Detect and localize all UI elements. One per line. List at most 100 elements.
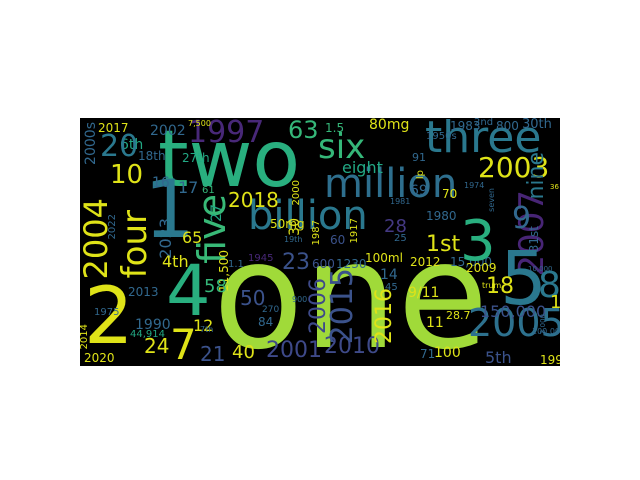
cloud-word: 150,000: [480, 302, 547, 321]
cloud-word: 2: [84, 272, 134, 362]
cloud-word: 1.1: [228, 259, 244, 270]
cloud-word: 10: [110, 160, 144, 190]
cloud-word: 1980: [426, 209, 457, 223]
cloud-word: Ip: [415, 170, 426, 180]
cloud-word: 4: [166, 250, 211, 332]
cloud-word: 2022: [107, 214, 118, 240]
cloud-word: 2006: [306, 278, 331, 334]
cloud-word: 2009: [466, 261, 497, 275]
cloud-word: 17: [178, 178, 199, 197]
cloud-word: 70: [442, 187, 458, 201]
cloud-word: 11: [426, 315, 444, 331]
cloud-word: 2012: [410, 255, 441, 269]
cloud-word: 2018: [228, 188, 279, 212]
cloud-word: 600: [312, 257, 335, 271]
cloud-word: 15,000: [450, 255, 492, 269]
cloud-word: 27th: [182, 151, 210, 165]
cloud-word: 1945: [248, 253, 274, 264]
cloud-word: 25: [394, 233, 407, 244]
cloud-word: 30th: [522, 118, 552, 132]
cloud-word: seven: [487, 188, 496, 212]
cloud-word: 45: [385, 282, 398, 293]
cloud-word: 36: [550, 183, 559, 191]
cloud-word: 2005: [468, 301, 560, 345]
cloud-word: million: [324, 161, 458, 207]
cloud-word: 1917: [349, 218, 360, 244]
cloud-word: 1974: [464, 181, 485, 190]
cloud-word: six: [318, 127, 366, 167]
cloud-word: 58: [204, 276, 227, 297]
cloud-word: 7th: [200, 325, 214, 334]
cloud-word: 1983: [450, 119, 481, 133]
cloud-word: 21: [200, 342, 226, 366]
cloud-word: 2002: [150, 123, 186, 139]
cloud-word: 24: [144, 334, 170, 358]
cloud-word: 2010: [324, 334, 380, 359]
cloud-word: 28.7: [446, 309, 471, 322]
cloud-word: 69: [410, 183, 428, 199]
cloud-word: 14: [380, 267, 398, 283]
cloud-word: 1.5: [325, 121, 345, 135]
cloud-word: 7,500: [188, 119, 211, 128]
cloud-word: 19th: [284, 235, 303, 244]
cloud-word: 270: [262, 305, 280, 315]
cloud-word: two: [158, 118, 301, 205]
cloud-word: three: [425, 118, 542, 163]
cloud-word: 2001: [266, 338, 322, 363]
cloud-word: 65: [182, 228, 203, 247]
cloud-word: 2020: [84, 351, 115, 365]
cloud-word: 100ml: [365, 251, 403, 265]
word-cloud: one two million billion three 2005 five four six…: [80, 118, 560, 366]
cloud-word: 15: [550, 292, 560, 313]
cloud-word: 1981: [390, 197, 411, 206]
cloud-word: 23: [282, 250, 310, 275]
cloud-word: 5: [500, 236, 548, 322]
cloud-word: 10,000: [528, 265, 553, 273]
cloud-word: 900: [292, 295, 308, 304]
cloud-word: 1990: [135, 317, 171, 333]
cloud-word: billion: [248, 193, 368, 239]
cloud-word: 80mg: [369, 118, 410, 133]
cloud-word: 6th: [120, 137, 144, 153]
cloud-word: 27: [209, 204, 225, 222]
cloud-word: 2nd: [474, 118, 494, 128]
cloud-word: 91: [412, 151, 426, 164]
cloud-word: 18th: [138, 149, 166, 163]
cloud-word: 2000: [291, 180, 302, 206]
cloud-word: 9/11: [408, 285, 440, 301]
cloud-word: 2017: [98, 121, 129, 135]
cloud-word: 60: [330, 233, 346, 247]
cloud-word: 84: [258, 315, 274, 329]
cloud-word: 20: [100, 129, 139, 164]
cloud-word: 12: [193, 316, 214, 335]
cloud-word: 4th: [162, 252, 189, 271]
cloud-word: 50mg: [270, 217, 305, 231]
cloud-word: 2003: [478, 151, 550, 184]
cloud-word: 1: [144, 163, 195, 256]
cloud-word: 2013: [128, 285, 159, 299]
cloud-word: 1975: [94, 307, 120, 318]
cloud-word: 40: [232, 342, 255, 363]
cloud-word: 1999: [540, 353, 560, 366]
cloud-word: 1987: [311, 220, 322, 246]
cloud-word: 8: [538, 265, 560, 306]
cloud-word: 100: [434, 345, 461, 361]
cloud-word: 61: [202, 185, 215, 196]
cloud-word: 71: [420, 347, 436, 361]
cloud-word: 50: [240, 286, 266, 310]
cloud-word: 9: [512, 201, 532, 236]
cloud-word: 1997: [188, 118, 265, 150]
cloud-word: 100,000: [532, 327, 560, 336]
cloud-word: 16: [152, 175, 170, 191]
cloud-word: 30: [287, 218, 303, 236]
cloud-word: 1st: [426, 232, 461, 257]
cloud-word: nine: [524, 152, 549, 200]
cloud-word: 3: [460, 209, 496, 274]
cloud-word: 44,914: [130, 329, 165, 340]
cloud-word: 800: [496, 119, 519, 133]
cloud-word: 2015: [325, 268, 360, 345]
cloud-word: 2016: [372, 288, 397, 344]
cloud-word: 1230: [336, 257, 367, 271]
cloud-word: 5th: [485, 348, 512, 366]
